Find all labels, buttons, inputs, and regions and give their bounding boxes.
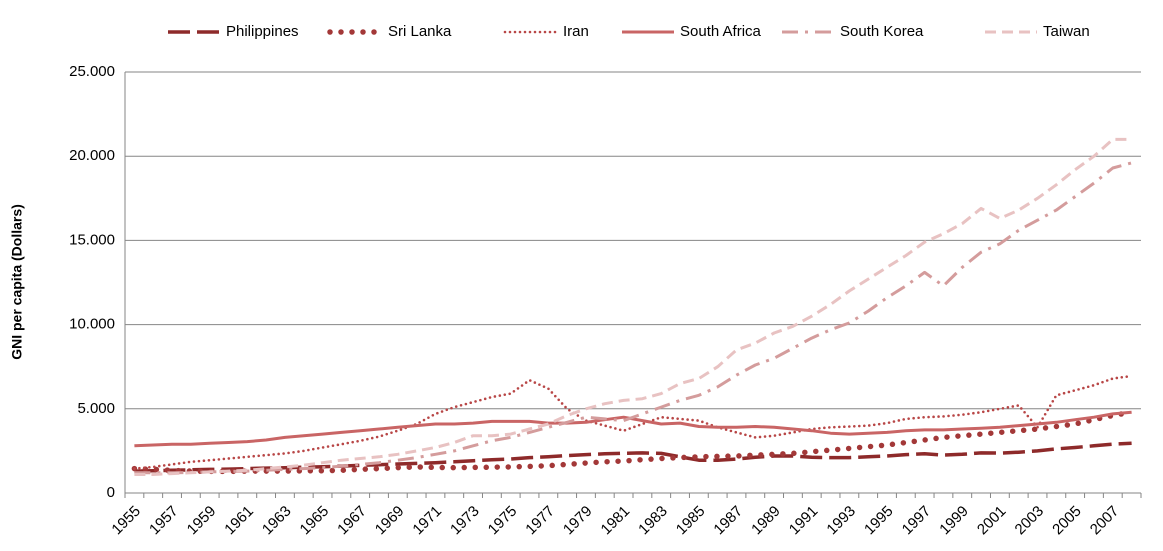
y-tick-label: 20.000 bbox=[69, 147, 115, 164]
y-tick-label: 5.000 bbox=[77, 400, 115, 417]
y-tick-label: 0 bbox=[107, 484, 115, 501]
x-tick-label: 1965 bbox=[297, 503, 333, 539]
x-tick-label: 1985 bbox=[673, 503, 709, 539]
y-tick-label: 15.000 bbox=[69, 231, 115, 248]
x-tick-label: 1963 bbox=[259, 503, 295, 539]
x-tick-label: 1995 bbox=[861, 503, 897, 539]
x-tick-label: 1957 bbox=[146, 503, 182, 539]
x-tick-label: 1993 bbox=[823, 503, 859, 539]
x-tick-label: 1977 bbox=[522, 503, 558, 539]
x-tick-label: 1971 bbox=[409, 503, 445, 539]
legend-label: South Korea bbox=[840, 23, 924, 40]
x-tick-label: 1967 bbox=[334, 503, 370, 539]
x-tick-label: 1981 bbox=[598, 503, 634, 539]
legend-label: Philippines bbox=[226, 23, 299, 40]
x-tick-label: 1987 bbox=[710, 503, 746, 539]
legend-label: South Africa bbox=[680, 23, 762, 40]
x-tick-label: 1955 bbox=[108, 503, 144, 539]
legend-label: Taiwan bbox=[1043, 23, 1090, 40]
x-tick-label: 1961 bbox=[221, 503, 257, 539]
legend-label: Iran bbox=[563, 23, 589, 40]
x-tick-label: 1997 bbox=[899, 503, 935, 539]
series-line bbox=[134, 410, 1132, 448]
x-tick-label: 2003 bbox=[1012, 503, 1048, 539]
x-tick-label: 2001 bbox=[974, 503, 1010, 539]
x-tick-label: 1959 bbox=[184, 503, 220, 539]
x-tick-label: 1983 bbox=[635, 503, 671, 539]
x-tick-label: 1999 bbox=[936, 503, 972, 539]
y-tick-label: 25.000 bbox=[69, 63, 115, 80]
y-axis-title: GNI per capita (Dollars) bbox=[9, 204, 25, 360]
x-tick-label: 2007 bbox=[1087, 503, 1123, 539]
x-tick-label: 1969 bbox=[372, 503, 408, 539]
series-line bbox=[134, 161, 1132, 475]
x-tick-label: 1979 bbox=[560, 503, 596, 539]
x-tick-label: 1975 bbox=[485, 503, 521, 539]
series-line bbox=[131, 409, 1135, 475]
x-tick-label: 1973 bbox=[447, 503, 483, 539]
x-tick-label: 2005 bbox=[1049, 503, 1085, 539]
series-line bbox=[134, 137, 1132, 476]
x-tick-label: 1989 bbox=[748, 503, 784, 539]
legend-label: Sri Lanka bbox=[388, 23, 452, 40]
series-line bbox=[134, 441, 1132, 473]
x-tick-label: 1991 bbox=[786, 503, 822, 539]
y-tick-label: 10.000 bbox=[69, 316, 115, 333]
